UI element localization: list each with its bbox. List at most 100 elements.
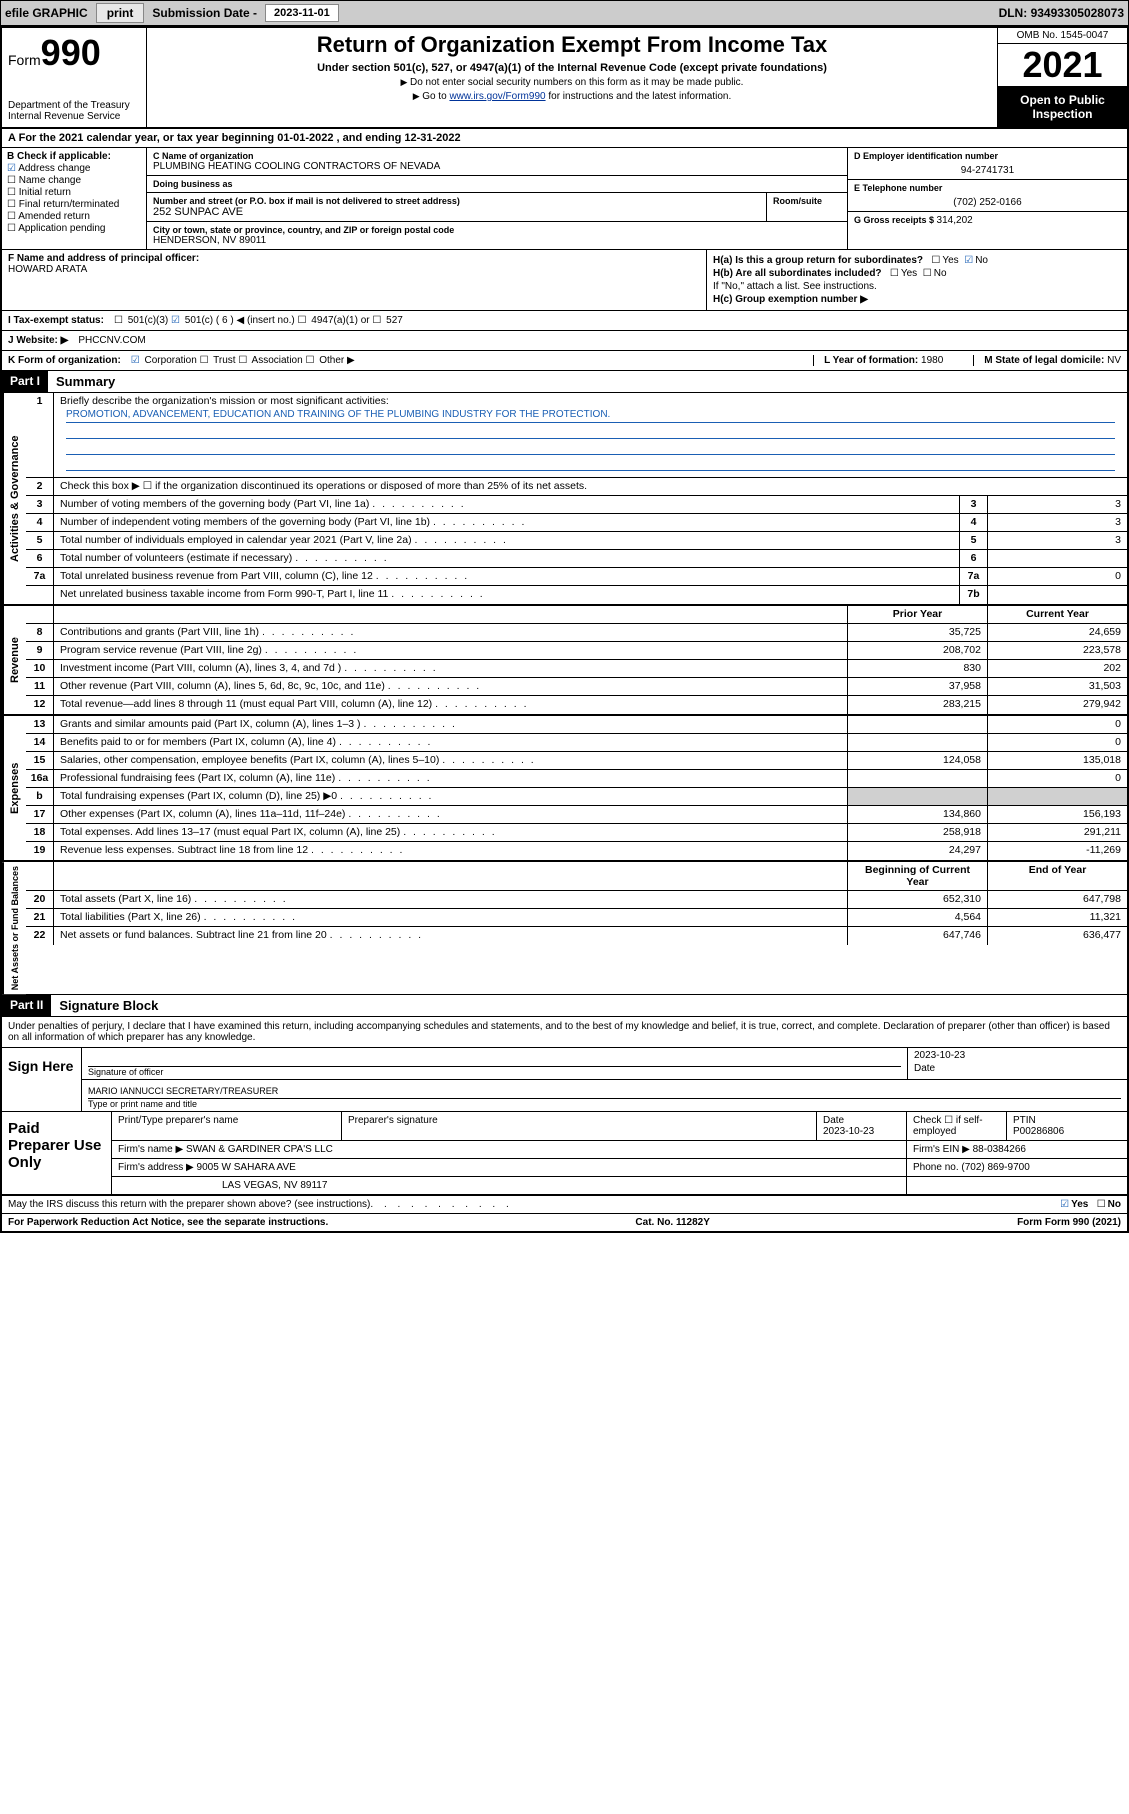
ha-no-checkbox[interactable] — [964, 255, 975, 266]
line-desc: Total number of individuals employed in … — [54, 532, 959, 549]
firm-name-value: SWAN & GARDINER CPA'S LLC — [186, 1144, 333, 1155]
discuss-no-checkbox[interactable] — [1097, 1199, 1108, 1210]
hb-label: H(b) Are all subordinates included? — [713, 268, 882, 279]
hb-line: H(b) Are all subordinates included? Yes … — [713, 268, 1121, 279]
top-toolbar: efile GRAPHIC print Submission Date - 20… — [0, 0, 1129, 26]
part2-badge: Part II — [2, 995, 51, 1016]
row-j: J Website: ▶ PHCCNV.COM — [2, 331, 1127, 351]
prior-val — [847, 770, 987, 787]
addr-value: 252 SUNPAC AVE — [153, 206, 760, 218]
checkbox-amended-return[interactable]: Amended return — [7, 211, 141, 222]
firm-addr-cell: Firm's address ▶ 9005 W SAHARA AVE — [112, 1159, 907, 1176]
line-box: 6 — [959, 550, 987, 567]
side-expenses: Expenses — [2, 716, 26, 860]
line-num: 11 — [26, 678, 54, 695]
current-val: 647,798 — [987, 891, 1127, 908]
line-9: 9Program service revenue (Part VIII, lin… — [26, 642, 1127, 660]
mission-lines: PROMOTION, ADVANCEMENT, EDUCATION AND TR… — [60, 407, 1121, 475]
current-val: 135,018 — [987, 752, 1127, 769]
line-num — [26, 586, 54, 604]
org-form-checkbox-0[interactable] — [131, 355, 142, 366]
part1-header-row: Part I Summary — [2, 371, 1127, 393]
checkbox-address-change[interactable]: Address change — [7, 163, 141, 174]
net-hdr-num — [26, 862, 54, 890]
org-form-checkbox-2[interactable] — [238, 355, 249, 366]
line-desc: Grants and similar amounts paid (Part IX… — [54, 716, 847, 733]
rev-hdr-num — [26, 606, 54, 623]
sign-here-label: Sign Here — [2, 1048, 82, 1111]
mission-blank3 — [66, 457, 1115, 471]
checkbox-initial-return[interactable]: Initial return — [7, 187, 141, 198]
tax-status-opt-2: 4947(a)(1) or — [308, 315, 372, 326]
print-button[interactable]: print — [96, 3, 145, 23]
checkbox-final-return-terminated[interactable]: Final return/terminated — [7, 199, 141, 210]
sig-date-label: Date — [914, 1063, 935, 1074]
current-val: 279,942 — [987, 696, 1127, 714]
org-form-checkbox-1[interactable] — [200, 355, 211, 366]
form-title: Return of Organization Exempt From Incom… — [153, 32, 991, 58]
line-num: 17 — [26, 806, 54, 823]
hb-no-checkbox[interactable] — [923, 268, 934, 279]
tax-status-checkbox-1[interactable] — [171, 315, 182, 326]
hb-no: No — [934, 268, 947, 279]
checkbox-application-pending[interactable]: Application pending — [7, 223, 141, 234]
ha-yes: Yes — [942, 255, 958, 266]
state-domicile: M State of legal domicile: NV — [973, 355, 1121, 366]
org-form-checkbox-3[interactable] — [305, 355, 316, 366]
header-left: Form990 Department of the Treasury Inter… — [2, 28, 147, 127]
block-h: H(a) Is this a group return for subordin… — [707, 250, 1127, 310]
ha-yes-checkbox[interactable] — [931, 255, 942, 266]
irs-link[interactable]: www.irs.gov/Form990 — [449, 91, 545, 102]
line-desc: Net unrelated business taxable income fr… — [54, 586, 959, 604]
addr-label: Number and street (or P.O. box if mail i… — [153, 196, 760, 206]
line-val: 3 — [987, 514, 1127, 531]
dln-label: DLN: — [999, 6, 1031, 20]
ha-no: No — [975, 255, 988, 266]
row-k-label: K Form of organization: — [8, 355, 121, 366]
ein-value: 94-2741731 — [854, 165, 1121, 176]
mission-text: PROMOTION, ADVANCEMENT, EDUCATION AND TR… — [66, 409, 1115, 423]
form-header: Form990 Department of the Treasury Inter… — [2, 28, 1127, 129]
line-num: 13 — [26, 716, 54, 733]
phone-value: (702) 252-0166 — [854, 197, 1121, 208]
block-b: B Check if applicable: Address changeNam… — [2, 148, 147, 249]
state-label: M State of legal domicile: — [984, 355, 1107, 366]
firm-name-label: Firm's name ▶ — [118, 1144, 186, 1155]
prior-val: 652,310 — [847, 891, 987, 908]
tax-status-checkbox-3[interactable] — [372, 315, 383, 326]
line-desc: Net assets or fund balances. Subtract li… — [54, 927, 847, 945]
line-desc: Revenue less expenses. Subtract line 18 … — [54, 842, 847, 860]
current-val — [987, 788, 1127, 805]
firm-ein-cell: Firm's EIN ▶ 88-0384266 — [907, 1141, 1127, 1158]
line-num: 21 — [26, 909, 54, 926]
org-name-cell: C Name of organization PLUMBING HEATING … — [147, 148, 847, 176]
sign-here-row: Sign Here Signature of officer 2023-10-2… — [2, 1048, 1127, 1112]
hb-yes-checkbox[interactable] — [890, 268, 901, 279]
discuss-row: May the IRS discuss this return with the… — [2, 1196, 1127, 1213]
prep-line1: Print/Type preparer's name Preparer's si… — [112, 1112, 1127, 1141]
firm-addr1: 9005 W SAHARA AVE — [197, 1162, 296, 1173]
line-num: 8 — [26, 624, 54, 641]
paid-preparer-body: Print/Type preparer's name Preparer's si… — [112, 1112, 1127, 1194]
tax-status-checkbox-2[interactable] — [298, 315, 309, 326]
prep-sig-label: Preparer's signature — [342, 1112, 817, 1140]
line-desc: Contributions and grants (Part VIII, lin… — [54, 624, 847, 641]
part1-netassets: Net Assets or Fund Balances Beginning of… — [2, 862, 1127, 995]
declaration-text: Under penalties of perjury, I declare th… — [2, 1017, 1127, 1048]
row-k-opts: Corporation Trust Association Other ▶ — [131, 355, 355, 366]
line-num: 9 — [26, 642, 54, 659]
state-value: NV — [1107, 355, 1121, 366]
line-desc: Total fundraising expenses (Part IX, col… — [54, 788, 847, 805]
net-hdr-desc — [54, 862, 847, 890]
checkbox-name-change[interactable]: Name change — [7, 175, 141, 186]
org-name: PLUMBING HEATING COOLING CONTRACTORS OF … — [153, 161, 841, 172]
q1-num: 1 — [26, 393, 54, 477]
discuss-text: May the IRS discuss this return with the… — [8, 1199, 370, 1210]
tax-status-checkbox-0[interactable] — [114, 315, 125, 326]
discuss-yes-checkbox[interactable] — [1060, 1199, 1071, 1210]
firm-addr2: LAS VEGAS, NV 89117 — [112, 1177, 907, 1194]
line-desc: Total number of volunteers (estimate if … — [54, 550, 959, 567]
hc-label: H(c) Group exemption number ▶ — [713, 294, 868, 305]
form-footer: Form Form 990 (2021) — [1017, 1217, 1121, 1228]
line-num: 22 — [26, 927, 54, 945]
